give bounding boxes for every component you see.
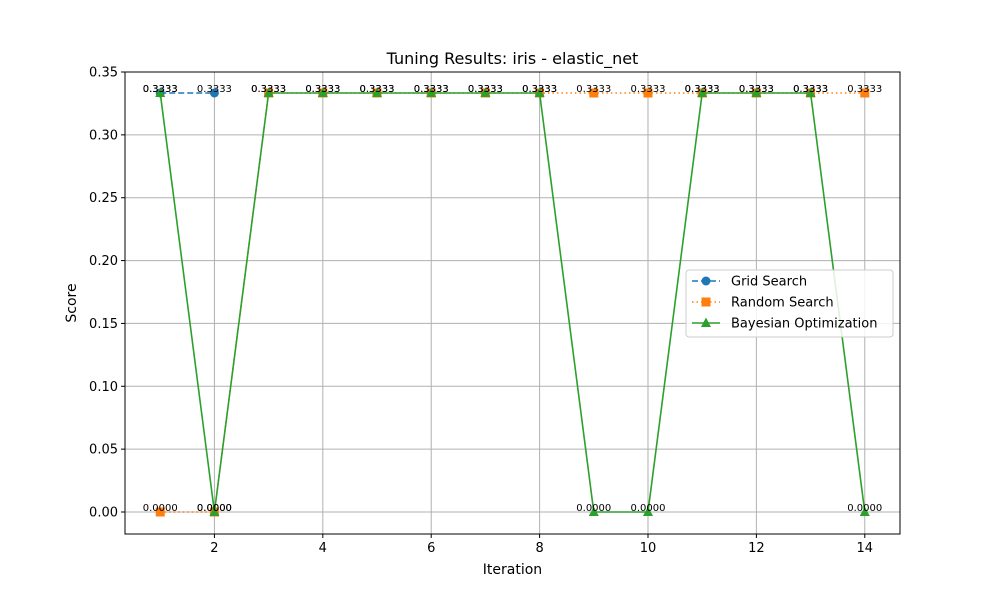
- y-tick-label: 0.05: [89, 443, 118, 458]
- data-label-random-search: 0.3333: [847, 84, 882, 95]
- legend-item-grid-search: Grid Search: [692, 275, 807, 290]
- data-label-grid-search: 0.3333: [197, 84, 232, 95]
- data-label-random-search: 0.3333: [360, 84, 395, 95]
- data-point-random-search: [643, 88, 653, 98]
- data-point-bayesian-optimization: [859, 506, 870, 516]
- plot-frame: [124, 71, 901, 535]
- data-label-random-search: 0.3333: [793, 84, 828, 95]
- y-tick-label: 0.25: [89, 191, 118, 206]
- data-point-bayesian-optimization: [751, 87, 762, 97]
- data-label-random-search: 0.3333: [251, 84, 286, 95]
- data-point-bayesian-optimization: [588, 506, 599, 516]
- y-axis-label: Score: [64, 283, 80, 322]
- x-tick-label: 4: [319, 541, 327, 556]
- data-point-bayesian-optimization: [317, 87, 328, 97]
- series-bayesian-optimization: [155, 87, 870, 516]
- data-label-bayesian-optimization: 0.3333: [414, 84, 449, 95]
- x-tick-label: 12: [748, 541, 765, 556]
- legend-label-grid-search: Grid Search: [731, 275, 807, 290]
- y-tick-label: 0.20: [89, 254, 118, 269]
- data-labels: 0.3333 0.3333 0.0000 0.0000 0.3333 0.3333 0.33…: [143, 84, 883, 514]
- legend-label-random-search: Random Search: [731, 296, 834, 311]
- data-label-random-search: 0.3333: [522, 84, 557, 95]
- data-label-bayesian-optimization: 0.3333: [522, 84, 557, 95]
- data-label-bayesian-optimization: 0.3333: [685, 84, 720, 95]
- data-point-bayesian-optimization: [697, 87, 708, 97]
- y-tick-label: 0.15: [89, 317, 118, 332]
- x-tick-label: 8: [535, 541, 543, 556]
- data-label-bayesian-optimization: 0.3333: [360, 84, 395, 95]
- data-label-bayesian-optimization: 0.0000: [847, 503, 882, 514]
- x-tick-label: 14: [856, 541, 873, 556]
- data-point-bayesian-optimization: [209, 506, 220, 516]
- data-label-random-search: 0.3333: [739, 84, 774, 95]
- legend-marker-bayesian-optimization: [701, 317, 711, 327]
- data-label-random-search: 0.3333: [414, 84, 449, 95]
- data-point-bayesian-optimization: [642, 506, 653, 516]
- data-label-bayesian-optimization: 0.3333: [468, 84, 503, 95]
- x-tick-label: 10: [640, 541, 657, 556]
- data-label-random-search: 0.3333: [630, 84, 665, 95]
- data-point-bayesian-optimization: [263, 87, 274, 97]
- data-label-bayesian-optimization: 0.3333: [305, 84, 340, 95]
- data-label-bayesian-optimization: 0.3333: [739, 84, 774, 95]
- legend-marker-random-search: [701, 297, 711, 307]
- x-axis-label: Iteration: [483, 562, 542, 578]
- data-point-bayesian-optimization: [805, 87, 816, 97]
- data-label-bayesian-optimization: 0.0000: [197, 503, 232, 514]
- x-tick-label: 6: [427, 541, 435, 556]
- data-label-bayesian-optimization: 0.3333: [251, 84, 286, 95]
- chart-title: Tuning Results: iris - elastic_net: [386, 49, 639, 69]
- data-point-random-search: [155, 507, 165, 517]
- legend-label-bayesian-optimization: Bayesian Optimization: [731, 317, 877, 332]
- axis-ticks: 2 4 6 8 10 12 14 0.00 0.05 0.10 0.15 0.20 0.25 0.30 0.…: [89, 66, 873, 557]
- series-layer: [155, 87, 870, 517]
- y-tick-label: 0.35: [89, 66, 118, 81]
- data-label-random-search: 0.0000: [197, 503, 232, 514]
- data-label-random-search: 0.0000: [143, 503, 178, 514]
- data-label-bayesian-optimization: 0.3333: [793, 84, 828, 95]
- data-label-grid-search: 0.3333: [143, 84, 178, 95]
- data-label-bayesian-optimization: 0.0000: [576, 503, 611, 514]
- data-point-grid-search: [209, 88, 219, 98]
- data-label-bayesian-optimization: 0.3333: [143, 84, 178, 95]
- y-tick-label: 0.00: [89, 506, 118, 521]
- series-line-bayesian-optimization: [159, 92, 866, 513]
- data-label-random-search: 0.3333: [305, 84, 340, 95]
- legend-marker-grid-search: [701, 276, 711, 286]
- y-tick-label: 0.30: [89, 128, 118, 143]
- data-point-bayesian-optimization: [155, 87, 166, 97]
- legend: Grid Search Random Search Bayesian Optimiz…: [685, 269, 894, 338]
- data-point-random-search: [589, 88, 599, 98]
- data-label-random-search: 0.3333: [468, 84, 503, 95]
- legend-box: [685, 269, 894, 338]
- data-point-bayesian-optimization: [480, 87, 491, 97]
- data-point-bayesian-optimization: [534, 87, 545, 97]
- x-tick-label: 2: [210, 541, 218, 556]
- y-tick-label: 0.10: [89, 380, 118, 395]
- legend-item-bayesian-optimization: Bayesian Optimization: [692, 317, 877, 332]
- legend-item-random-search: Random Search: [692, 296, 834, 311]
- data-point-random-search: [860, 88, 870, 98]
- data-label-bayesian-optimization: 0.0000: [630, 503, 665, 514]
- data-point-bayesian-optimization: [426, 87, 437, 97]
- data-label-random-search: 0.3333: [576, 84, 611, 95]
- data-point-bayesian-optimization: [372, 87, 383, 97]
- data-label-random-search: 0.3333: [685, 84, 720, 95]
